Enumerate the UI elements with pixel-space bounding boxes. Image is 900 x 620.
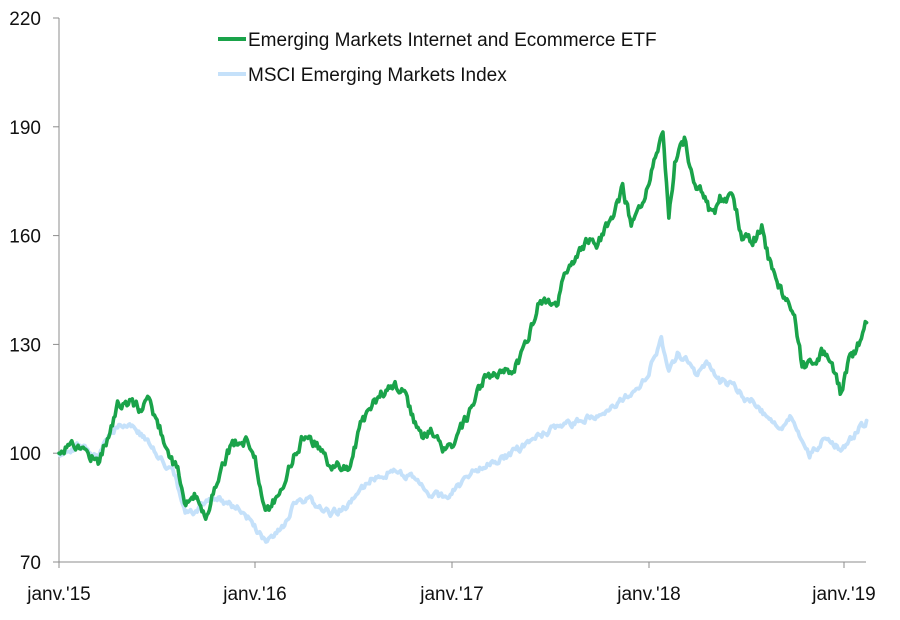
axes — [58, 18, 866, 563]
y-tick-label: 220 — [9, 9, 41, 30]
x-tick-label: janv.'16 — [222, 584, 287, 605]
series-layer — [57, 130, 869, 544]
legend-label-msci: MSCI Emerging Markets Index — [248, 65, 507, 86]
y-tick-label: 160 — [9, 227, 41, 248]
x-tick-label: janv.'19 — [811, 584, 876, 605]
series-line-msci — [57, 334, 869, 544]
y-tick-label: 70 — [20, 553, 41, 574]
legend-label-etf: Emerging Markets Internet and Ecommerce … — [248, 30, 657, 51]
y-tick-label: 100 — [9, 444, 41, 465]
x-tick-label: janv.'18 — [616, 584, 681, 605]
legend: Emerging Markets Internet and Ecommerce … — [218, 30, 657, 86]
y-tick-label: 130 — [9, 335, 41, 356]
x-tick-label: janv.'17 — [419, 584, 484, 605]
ticks: 70 100 130 160 190 220 janv.'15 janv.'16 janv.'1… — [9, 9, 875, 605]
y-tick-label: 190 — [9, 118, 41, 139]
x-tick-label: janv.'15 — [26, 584, 91, 605]
series-line-etf — [57, 130, 869, 521]
